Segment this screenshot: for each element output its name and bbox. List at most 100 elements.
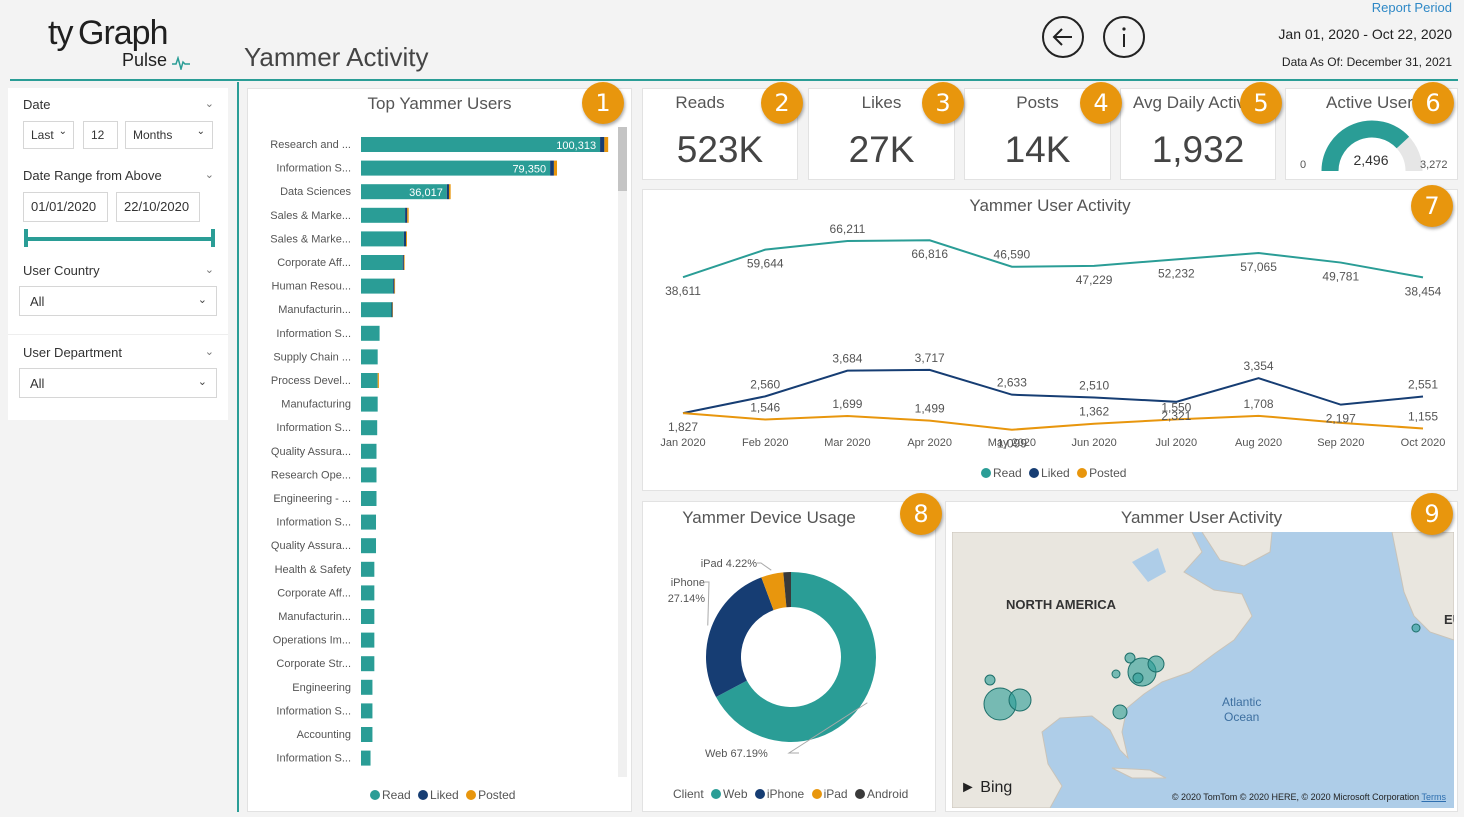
bar-read[interactable] [361, 703, 373, 719]
map-bubble[interactable] [1112, 704, 1128, 720]
bar-read[interactable] [361, 443, 377, 459]
top-users-bar-chart[interactable]: Research and ... 100,313 Information S... 7… [248, 129, 620, 769]
bar-posted[interactable] [403, 255, 405, 270]
donut-slice-ipad[interactable] [761, 572, 787, 611]
back-button[interactable] [1042, 16, 1084, 58]
bar-read[interactable] [361, 656, 375, 672]
avg-daily-kpi-card: Avg Daily Activity 1,932 [1120, 88, 1276, 180]
chevron-down-icon[interactable]: ⌄ [204, 346, 214, 358]
legend-posted[interactable]: Posted [1077, 466, 1126, 480]
line-series-liked[interactable] [682, 368, 1424, 415]
map-bubble[interactable] [984, 674, 996, 686]
bar-posted[interactable] [377, 373, 379, 388]
bar-read[interactable] [361, 727, 373, 742]
bar-read[interactable] [361, 278, 394, 294]
bar-read[interactable] [361, 396, 378, 412]
chevron-down-icon[interactable]: ⌄ [204, 98, 214, 110]
chevron-down-icon[interactable]: ⌄ [204, 264, 214, 276]
relative-mode-select[interactable]: Last ⌄ [23, 121, 74, 149]
user-country-select[interactable]: All ⌄ [19, 286, 217, 316]
line-series-read[interactable] [682, 239, 1424, 279]
bar-posted[interactable] [553, 160, 558, 176]
bar-read[interactable] [361, 491, 377, 506]
donut-slice-web[interactable] [716, 572, 876, 742]
relative-count-input[interactable]: 12 [83, 121, 118, 149]
legend-posted[interactable]: Posted [466, 788, 515, 802]
device-usage-donut-chart[interactable]: Web 67.19% iPhone 27.14% iPad 4.22% [643, 532, 937, 782]
bar-read[interactable] [361, 231, 404, 247]
map-bubble[interactable] [1132, 672, 1144, 684]
legend-read[interactable]: Read [981, 466, 1022, 480]
line-data-label: 57,065 [1240, 260, 1277, 274]
start-date-input[interactable]: 01/01/2020 [23, 192, 108, 222]
bar-read[interactable] [361, 137, 601, 152]
bar-read[interactable] [361, 585, 375, 601]
donut-slice-label: iPhone [671, 577, 705, 589]
bar-read[interactable] [361, 750, 371, 766]
scrollbar-thumb[interactable] [618, 127, 627, 191]
bar-read[interactable] [361, 514, 377, 530]
bar-read[interactable] [361, 302, 392, 318]
bar-posted[interactable] [394, 278, 396, 294]
bar-posted[interactable] [406, 231, 407, 247]
bar-liked[interactable] [402, 255, 404, 270]
bar-liked[interactable] [393, 278, 395, 294]
user-department-select[interactable]: All ⌄ [19, 368, 217, 398]
bar-read[interactable] [361, 538, 377, 554]
line-data-label: 1,499 [915, 402, 945, 416]
active-users-gauge[interactable] [1302, 109, 1442, 179]
bar-read[interactable] [361, 561, 375, 577]
bar-read[interactable] [361, 325, 380, 341]
chevron-down-icon: ⌄ [197, 376, 207, 388]
legend-web[interactable]: Web [711, 787, 748, 801]
legend-read[interactable]: Read [370, 788, 411, 802]
chart-scrollbar[interactable] [618, 127, 627, 777]
bar-liked[interactable] [391, 302, 393, 318]
donut-slice-iphone[interactable] [706, 577, 774, 698]
slider-start-handle[interactable] [24, 229, 28, 247]
bar-read[interactable] [361, 255, 403, 270]
line-series-posted[interactable] [682, 412, 1424, 431]
bar-read[interactable] [361, 420, 378, 436]
bar-liked[interactable] [446, 184, 449, 200]
bar-read[interactable] [361, 373, 378, 388]
bar-read[interactable] [361, 467, 377, 483]
bar-posted[interactable] [448, 184, 451, 200]
bar-posted[interactable] [407, 207, 409, 223]
bar-read[interactable] [361, 207, 406, 223]
bar-read[interactable] [361, 679, 373, 695]
map-bubble[interactable] [1147, 655, 1165, 673]
map-bubble[interactable] [1411, 623, 1421, 633]
end-date-input[interactable]: 22/10/2020 [116, 192, 200, 222]
map-bubble[interactable] [1111, 669, 1121, 679]
legend-android[interactable]: Android [854, 787, 908, 801]
bar-liked[interactable] [405, 207, 408, 223]
bar-read[interactable] [361, 349, 378, 365]
bar-posted[interactable] [604, 137, 609, 152]
bar-liked[interactable] [600, 137, 605, 152]
user-activity-line-chart[interactable]: 38,611 59,644 66,211 66,816 46,590 47,229 52,2… [643, 220, 1459, 456]
bar-read[interactable] [361, 632, 375, 648]
report-period-link[interactable]: Report Period [1371, 0, 1452, 15]
legend-liked[interactable]: Liked [418, 788, 459, 802]
bar-liked[interactable] [403, 231, 407, 247]
bar-read[interactable] [361, 160, 551, 176]
relative-unit-select[interactable]: Months ⌄ [125, 121, 213, 149]
info-button[interactable] [1103, 16, 1145, 58]
bing-label: Bing [980, 779, 1013, 796]
bar-liked[interactable] [550, 160, 554, 176]
map-bubble[interactable] [1008, 688, 1032, 712]
map-bubble[interactable] [1124, 652, 1136, 664]
legend-ipad[interactable]: iPad [811, 787, 848, 801]
legend-iphone[interactable]: iPhone [754, 787, 804, 801]
map-terms-link[interactable]: Terms [1421, 792, 1447, 802]
bar-read[interactable] [361, 184, 447, 200]
chevron-down-icon[interactable]: ⌄ [204, 169, 214, 181]
bar-read[interactable] [361, 609, 375, 624]
activity-map[interactable]: NORTH AMERICA Atlantic Ocean EU ► Bing ©… [952, 532, 1454, 808]
donut-slice-android[interactable] [783, 572, 791, 608]
date-range-slider[interactable] [26, 237, 213, 241]
likes-value: 27K [848, 129, 915, 170]
slider-end-handle[interactable] [211, 229, 215, 247]
legend-liked[interactable]: Liked [1029, 466, 1070, 480]
